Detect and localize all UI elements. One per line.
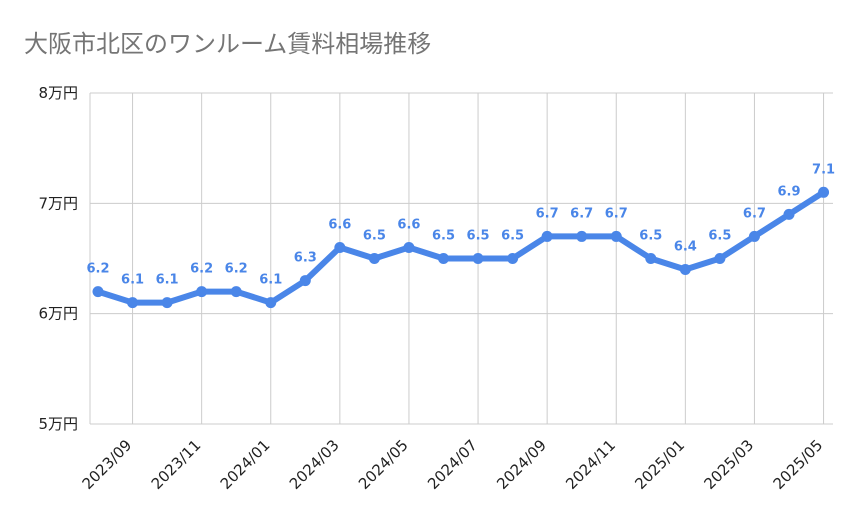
- data-label: 6.5: [639, 229, 662, 244]
- y-tick-label: 8万円: [38, 84, 78, 102]
- data-point: [368, 253, 380, 264]
- data-label: 6.7: [570, 206, 593, 221]
- x-tick-label: 2025/01: [631, 436, 688, 493]
- x-tick-label: 2024/03: [286, 436, 343, 493]
- data-point: [818, 186, 830, 198]
- data-label: 6.4: [674, 240, 697, 255]
- data-point: [438, 253, 449, 264]
- data-point: [541, 230, 553, 242]
- data-point: [783, 208, 795, 220]
- data-point: [610, 230, 622, 242]
- data-label: 6.1: [121, 273, 144, 288]
- data-point: [299, 275, 311, 287]
- data-label: 6.2: [225, 262, 248, 277]
- data-label: 6.9: [777, 184, 800, 199]
- data-point: [127, 297, 139, 309]
- data-point: [645, 253, 657, 264]
- y-tick-label: 5万円: [38, 415, 78, 433]
- data-label: 6.6: [397, 217, 420, 232]
- x-tick-label: 2024/11: [562, 436, 619, 493]
- data-label: 6.7: [536, 206, 559, 221]
- data-point: [334, 241, 346, 253]
- x-tick-label: 2025/05: [770, 436, 827, 493]
- series-line: [95, 189, 827, 306]
- data-point: [679, 264, 691, 276]
- y-tick-label: 6万円: [38, 305, 78, 323]
- data-label: 6.7: [605, 206, 628, 221]
- data-point: [265, 297, 277, 309]
- data-point: [472, 253, 484, 264]
- data-label: 7.1: [812, 162, 835, 177]
- data-label: 6.7: [743, 206, 766, 221]
- data-point: [748, 230, 760, 242]
- data-label: 6.5: [467, 229, 490, 244]
- data-label: 6.2: [190, 262, 213, 277]
- data-point: [714, 253, 726, 264]
- data-label: 6.3: [294, 251, 317, 266]
- data-point: [403, 241, 415, 253]
- chart-title: 大阪市北区のワンルーム賃料相場推移: [24, 30, 432, 58]
- x-tick-label: 2024/09: [493, 436, 550, 493]
- data-point: [507, 253, 519, 264]
- x-tick-label: 2023/09: [79, 436, 136, 493]
- x-tick-label: 2024/05: [355, 436, 412, 493]
- data-point: [161, 297, 173, 309]
- data-label: 6.1: [259, 273, 282, 288]
- x-tick-label: 2024/07: [424, 436, 481, 493]
- x-tick-label: 2025/03: [700, 436, 757, 493]
- y-tick-label: 7万円: [38, 194, 78, 212]
- data-label: 6.6: [328, 217, 351, 232]
- x-tick-label: 2023/11: [148, 436, 205, 493]
- data-label: 6.5: [432, 229, 455, 244]
- x-tick-label: 2024/01: [217, 436, 274, 493]
- data-label: 6.5: [708, 229, 731, 244]
- data-label: 6.2: [86, 262, 109, 277]
- data-label: 6.5: [501, 229, 524, 244]
- data-point: [230, 286, 242, 298]
- data-point: [196, 286, 208, 298]
- data-label: 6.1: [156, 273, 179, 288]
- data-point: [92, 286, 104, 298]
- data-label: 6.5: [363, 229, 386, 244]
- data-point: [576, 230, 588, 242]
